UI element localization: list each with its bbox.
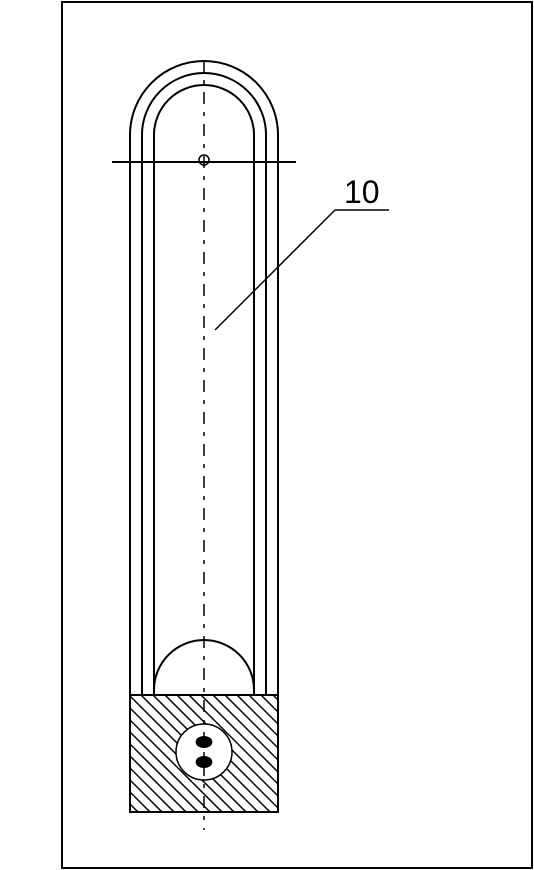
label-leader <box>215 210 335 330</box>
label-text: 10 <box>344 174 380 210</box>
base-block <box>0 695 510 812</box>
page-frame <box>62 2 532 868</box>
